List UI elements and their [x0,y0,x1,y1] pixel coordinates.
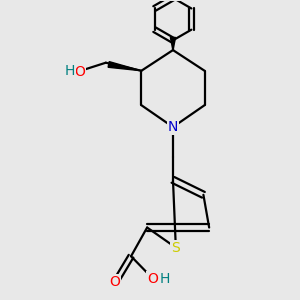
Text: S: S [172,241,180,255]
Text: N: N [168,120,178,134]
Text: H: H [160,272,170,286]
Polygon shape [170,38,175,50]
Text: H: H [64,64,75,78]
Text: O: O [109,275,120,289]
Text: O: O [147,272,158,286]
Polygon shape [108,61,141,71]
Text: O: O [74,65,85,79]
